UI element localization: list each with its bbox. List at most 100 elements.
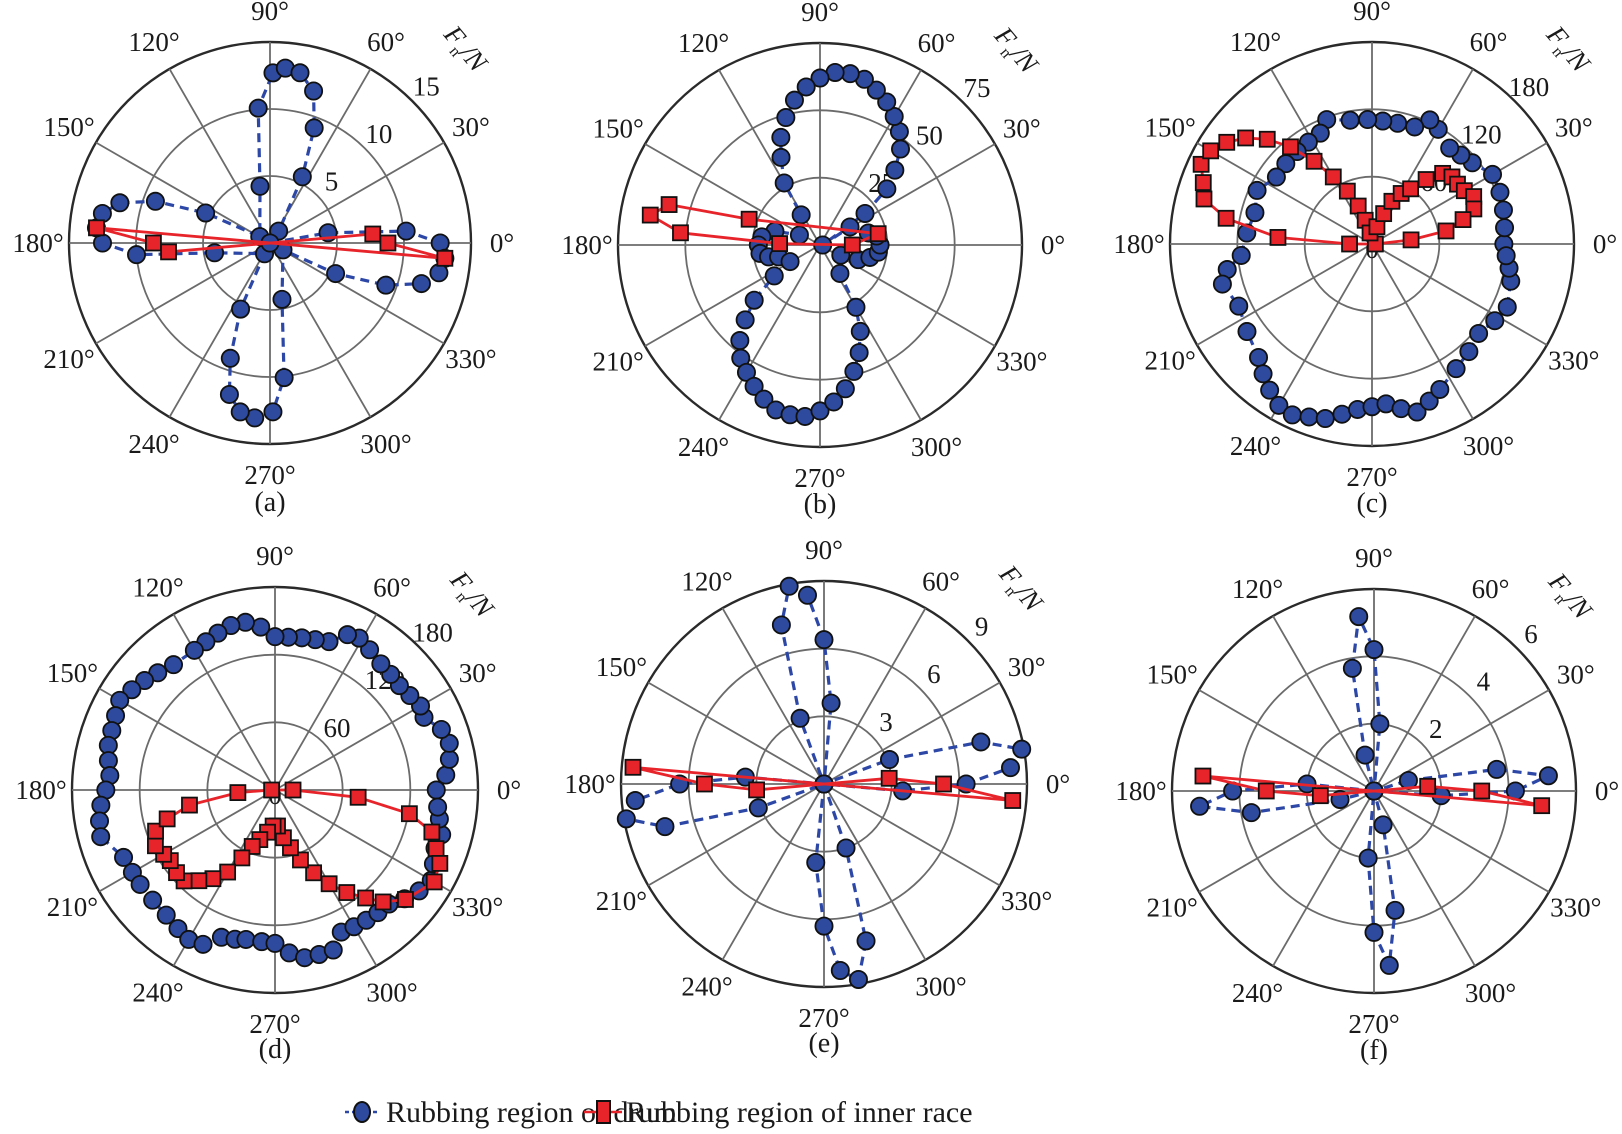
theta-tick-label: 0° [497, 775, 521, 805]
grid-spoke [1198, 790, 1375, 893]
inner-race-point [423, 823, 441, 841]
drum-point [1495, 218, 1515, 238]
inner-race-point [748, 781, 765, 799]
drum-point [1349, 607, 1369, 627]
inner-race-point [1194, 767, 1212, 785]
inner-race-point [1473, 782, 1491, 800]
series-drum [616, 576, 1032, 989]
drum-point [754, 389, 774, 409]
drum-point [1282, 405, 1302, 425]
inner-race-point [284, 781, 302, 799]
theta-tick-label: 300° [1463, 431, 1514, 461]
panel-label: (d) [259, 1034, 292, 1065]
drum-point [220, 348, 240, 368]
legend-inner-race-label: Rubbing region of inner race [626, 1096, 973, 1129]
drum-point [1364, 640, 1384, 660]
r-tick-label: 10 [365, 119, 392, 149]
inner-race-point [1311, 787, 1329, 805]
theta-tick-label: 330° [445, 344, 496, 374]
grid-spoke [274, 789, 452, 893]
theta-tick-label: 240° [128, 429, 179, 459]
inner-race-point [869, 225, 887, 243]
inner-race-point [229, 784, 247, 801]
drum-point [1485, 311, 1505, 331]
drum-point [274, 368, 294, 388]
inner-race-point [147, 837, 164, 855]
inner-race-point [696, 775, 713, 793]
theta-tick-label: 90° [256, 541, 294, 571]
drum-point [1379, 955, 1399, 975]
grid-spoke [269, 141, 445, 244]
drum-point [326, 264, 346, 284]
drum-point [1469, 323, 1489, 343]
grid-spoke [644, 143, 821, 246]
inner-race-point [349, 788, 367, 806]
grid-spoke [1196, 243, 1373, 346]
theta-tick-label: 240° [678, 432, 729, 462]
theta-tick-label: 60° [1470, 27, 1508, 57]
r-axis-label: Fn/N [985, 20, 1045, 82]
theta-tick-label: 300° [915, 972, 966, 1002]
drum-point [1373, 815, 1393, 835]
drum-point [1487, 759, 1507, 779]
theta-tick-label: 240° [1232, 978, 1283, 1008]
inner-race-point [1454, 211, 1472, 229]
grid-spoke [721, 783, 825, 961]
drum-point [850, 321, 870, 341]
grid-spoke [819, 69, 922, 246]
inner-race-point [660, 196, 678, 213]
series-drum [1212, 110, 1521, 429]
drum-point [810, 68, 830, 88]
inner-race-point [145, 234, 162, 252]
drum-point [744, 376, 764, 396]
inner-race-point [397, 891, 414, 908]
theta-tick-label: 330° [996, 347, 1047, 377]
drum-point [130, 874, 150, 894]
drum-point [1342, 658, 1362, 678]
drum-point [877, 179, 897, 199]
series-inner-race [1194, 767, 1551, 815]
grid-spoke [1373, 615, 1476, 792]
drum-point [143, 890, 163, 910]
theta-tick-label: 180° [1113, 229, 1164, 259]
r-tick-label: 6 [927, 659, 941, 689]
drum-point [1299, 407, 1319, 427]
drum-point [429, 263, 449, 283]
inner-race-point [771, 235, 789, 252]
theta-tick-label: 300° [360, 429, 411, 459]
inner-race-point [1402, 180, 1420, 198]
theta-tick-label: 0° [1595, 776, 1619, 806]
drum-point [796, 77, 816, 97]
inner-race-point [233, 849, 251, 867]
drum-point [877, 92, 897, 112]
drum-point [360, 640, 380, 660]
grid-spoke [172, 613, 276, 791]
drum-point [1000, 758, 1020, 778]
inner-race-point [672, 224, 689, 242]
theta-tick-label: 90° [801, 0, 839, 27]
drum-point [1241, 803, 1261, 823]
theta-tick-label: 330° [1548, 346, 1599, 376]
inner-race-point [880, 769, 898, 787]
drum-point [730, 331, 750, 351]
inner-race-point [320, 875, 338, 893]
r-tick-label: 4 [1477, 667, 1491, 697]
inner-race-point [190, 872, 208, 890]
theta-tick-label: 90° [251, 0, 289, 26]
theta-tick-label: 120° [681, 566, 732, 596]
theta-tick-label: 180° [564, 769, 615, 799]
drum-point [304, 118, 324, 138]
drum-point [821, 693, 841, 713]
drum-point [846, 297, 866, 317]
drum-point [885, 160, 905, 180]
drum-point [1212, 274, 1232, 294]
inner-race-point [1419, 777, 1437, 795]
theta-tick-label: 0° [1041, 230, 1065, 260]
drum-point [1249, 347, 1269, 367]
polar-panel: 0° 30° 60° 90° 120° 150° 180° 210° 240° 270° 300° 3… [1115, 543, 1619, 1066]
theta-tick-label: 240° [1230, 431, 1281, 461]
theta-tick-label: 330° [1001, 886, 1052, 916]
drum-point [1407, 402, 1427, 422]
drum-point [1332, 404, 1352, 424]
inner-race-point [1533, 797, 1551, 815]
